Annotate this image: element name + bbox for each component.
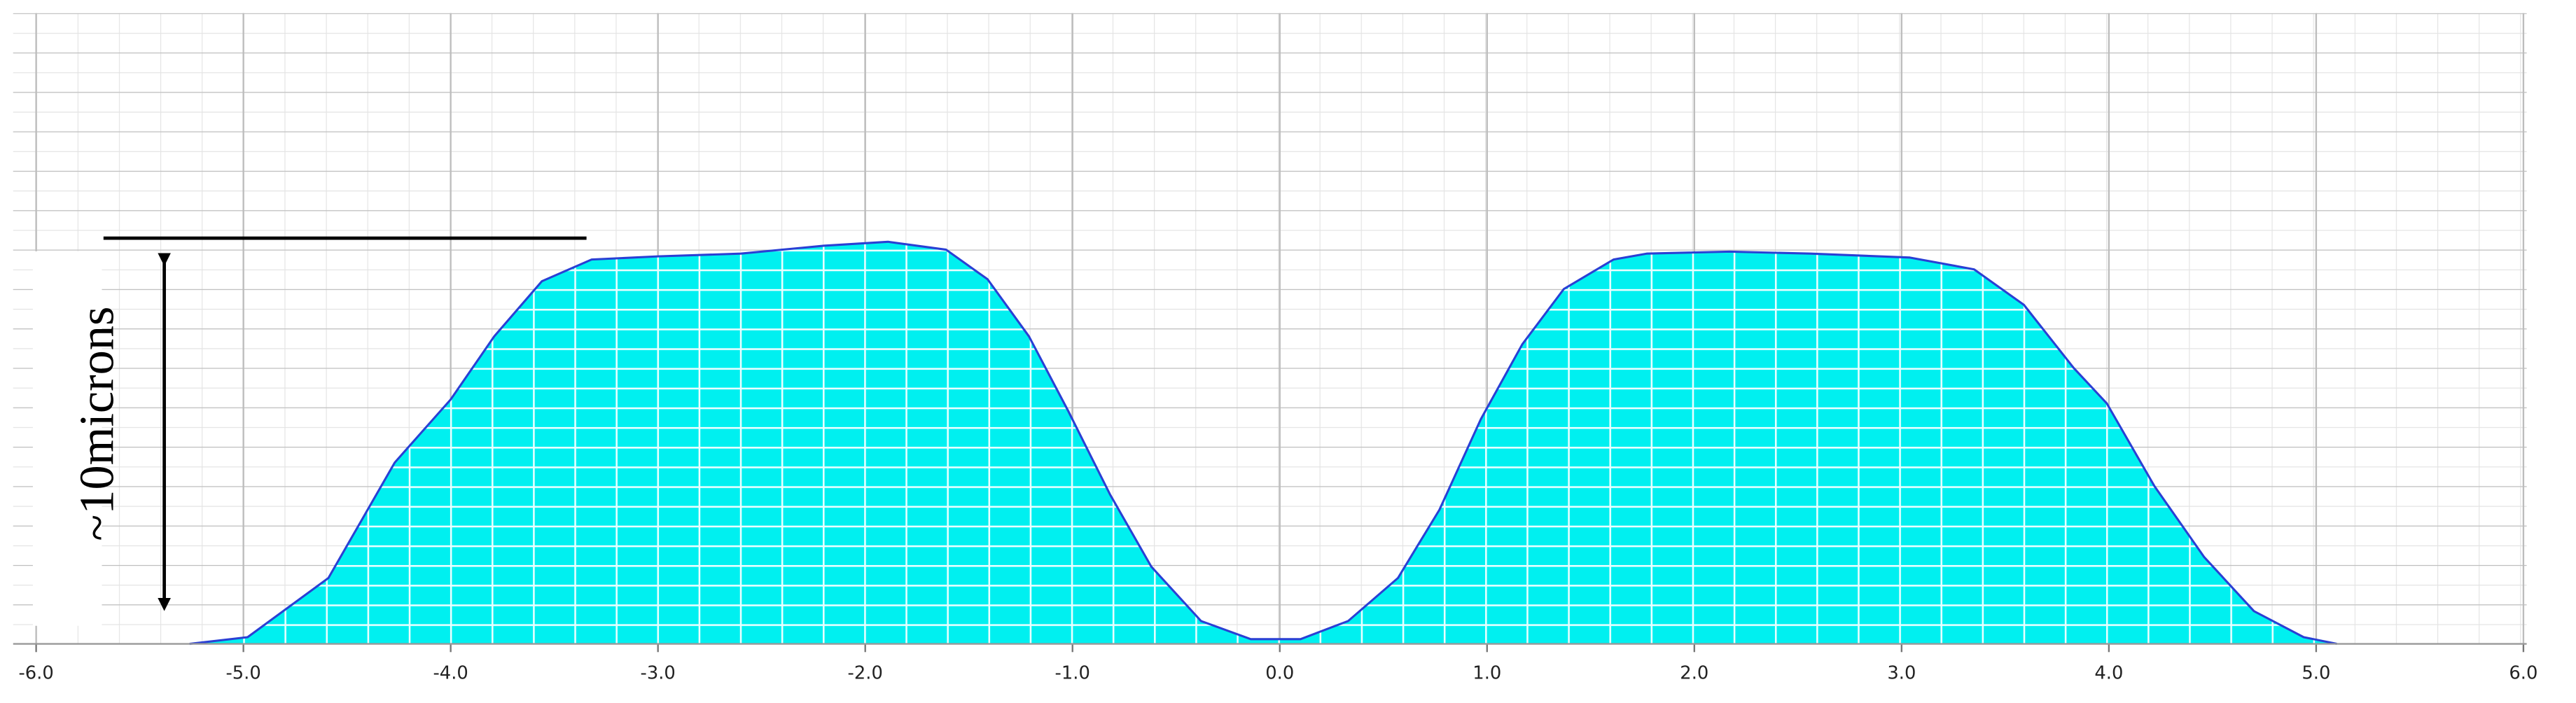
annotation-background bbox=[32, 251, 102, 626]
profile-line bbox=[189, 240, 2337, 646]
x-tick-label: -1.0 bbox=[1055, 662, 1090, 683]
x-tick-label: -5.0 bbox=[225, 662, 260, 683]
x-tick-label: -3.0 bbox=[641, 662, 676, 683]
annotation: ~10microns bbox=[70, 307, 125, 541]
x-tick-label: 0.0 bbox=[1265, 662, 1294, 683]
x-tick-label: 5.0 bbox=[2302, 662, 2330, 683]
area-fill bbox=[189, 242, 2337, 644]
x-tick-label: -2.0 bbox=[848, 662, 883, 683]
x-tick-label: 3.0 bbox=[1887, 662, 1916, 683]
x-tick-label: 6.0 bbox=[2509, 662, 2537, 683]
x-tick-label: 1.0 bbox=[1473, 662, 1501, 683]
x-tick-label: -6.0 bbox=[18, 662, 53, 683]
x-tick-label: -4.0 bbox=[433, 662, 468, 683]
x-tick-label: 2.0 bbox=[1680, 662, 1708, 683]
x-tick-label: 4.0 bbox=[2094, 662, 2123, 683]
